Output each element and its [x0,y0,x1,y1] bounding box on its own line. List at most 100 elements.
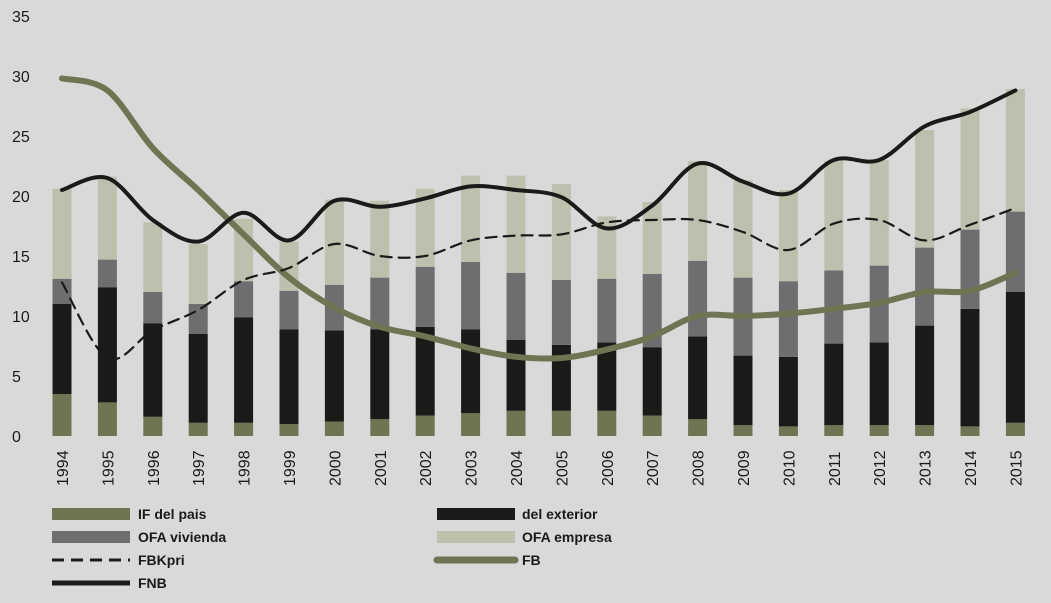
bar-ofa-empresa-2004 [506,175,526,273]
x-tick-label-2015: 2015 [1008,450,1025,486]
legend-label-ofa-vivienda: OFA vivienda [138,529,226,545]
bar-del-exterior-2003 [461,329,481,414]
bar-ofa-empresa-1998 [234,218,254,282]
bar-ofa-empresa-2001 [370,200,390,278]
bar-ofa-empresa-2005 [551,184,571,280]
bar-if-del-pais-2012 [869,425,889,436]
bar-del-exterior-2009 [733,355,753,426]
legend-label-fbkpri: FBKpri [138,552,185,568]
bar-if-del-pais-1994 [52,394,72,436]
bar-ofa-vivienda-2002 [415,266,435,327]
legend-swatch-if-del-pais [52,508,130,520]
x-tick-label-2003: 2003 [464,450,481,486]
x-tick-label-1994: 1994 [55,450,72,486]
bar-del-exterior-2002 [415,326,435,416]
legend-label-if-del-pais: IF del pais [138,506,207,522]
bar-ofa-vivienda-2008 [688,260,708,337]
bar-ofa-empresa-2015 [1005,89,1025,212]
bar-ofa-empresa-2014 [960,108,980,230]
bar-ofa-vivienda-2015 [1005,211,1025,292]
bar-del-exterior-2004 [506,340,526,411]
line-group [59,75,1019,362]
x-tick-label-2008: 2008 [691,450,708,486]
y-tick-label-10: 10 [12,309,30,326]
bar-ofa-empresa-2000 [324,199,344,285]
bar-if-del-pais-2000 [324,421,344,436]
bar-del-exterior-2012 [869,342,889,426]
bar-ofa-vivienda-1999 [279,290,299,330]
bar-if-del-pais-2002 [415,415,435,436]
bar-if-del-pais-2005 [551,410,571,436]
x-tick-label-2013: 2013 [918,450,935,486]
x-tick-label-2012: 2012 [872,450,889,486]
x-tick-label-1999: 1999 [282,450,299,486]
x-tick-label-2007: 2007 [645,450,662,486]
y-tick-label-35: 35 [12,9,30,26]
bar-ofa-empresa-1994 [52,188,72,279]
y-tick-label-0: 0 [12,429,21,446]
line-fnb [60,88,1018,244]
x-tick-label-2004: 2004 [509,450,526,486]
bar-if-del-pais-2015 [1005,422,1025,436]
bar-ofa-vivienda-2004 [506,272,526,340]
bar-if-del-pais-2006 [597,410,617,436]
bar-ofa-empresa-2002 [415,188,435,267]
legend-swatch-del-exterior [437,508,515,520]
bar-if-del-pais-1996 [143,416,163,436]
bar-ofa-empresa-1997 [188,244,208,304]
line-fb [59,75,1019,362]
bar-ofa-empresa-2008 [688,161,708,261]
bar-if-del-pais-1995 [97,402,117,436]
bar-ofa-vivienda-2003 [461,262,481,330]
legend-label-ofa-empresa: OFA empresa [522,529,612,545]
x-tick-label-2000: 2000 [327,450,344,486]
bar-ofa-empresa-2006 [597,216,617,279]
bar-del-exterior-1995 [97,287,117,403]
bar-ofa-vivienda-2007 [642,274,662,348]
bar-if-del-pais-2001 [370,419,390,436]
x-tick-label-2010: 2010 [781,450,798,486]
x-tick-label-2014: 2014 [963,450,980,486]
x-tick-label-2005: 2005 [554,450,571,486]
bar-if-del-pais-1999 [279,424,299,436]
bar-ofa-empresa-2013 [915,130,935,248]
y-tick-label-30: 30 [12,69,30,86]
bar-ofa-vivienda-2013 [915,247,935,326]
bar-del-exterior-2010 [778,356,798,427]
bar-if-del-pais-2009 [733,425,753,436]
x-axis: 1994 1995 1996 1997 1998 1999 2000 2001 2002 2003… [55,450,1025,486]
y-axis: 0 5 10 15 20 25 30 35 [12,9,30,446]
bar-ofa-empresa-1995 [97,176,117,260]
bar-if-del-pais-2011 [824,425,844,436]
bar-del-exterior-2013 [915,325,935,426]
bar-group [52,89,1025,436]
bar-del-exterior-2006 [597,342,617,411]
x-tick-label-2011: 2011 [827,451,844,486]
bar-del-exterior-1999 [279,329,299,424]
bar-del-exterior-1996 [143,323,163,417]
legend-swatch-ofa-vivienda [52,531,130,543]
bar-del-exterior-1997 [188,334,208,423]
bar-ofa-empresa-2010 [778,190,798,282]
legend-label-del-exterior: del exterior [522,506,598,522]
bar-if-del-pais-2008 [688,419,708,436]
y-tick-label-25: 25 [12,129,30,146]
bar-del-exterior-2014 [960,308,980,427]
bar-if-del-pais-2003 [461,413,481,436]
x-tick-label-1996: 1996 [146,450,163,486]
bar-del-exterior-2011 [824,343,844,426]
bar-ofa-vivienda-1994 [52,278,72,304]
bar-del-exterior-2015 [1005,292,1025,423]
x-tick-label-2001: 2001 [373,450,390,486]
bar-if-del-pais-1997 [188,422,208,436]
bar-ofa-empresa-2011 [824,161,844,271]
x-tick-label-2002: 2002 [418,450,435,486]
bar-if-del-pais-2010 [778,426,798,436]
bar-del-exterior-2001 [370,329,390,420]
legend-label-fnb: FNB [138,575,167,591]
bar-if-del-pais-1998 [234,422,254,436]
bar-if-del-pais-2014 [960,426,980,436]
bar-ofa-vivienda-1997 [188,304,208,334]
